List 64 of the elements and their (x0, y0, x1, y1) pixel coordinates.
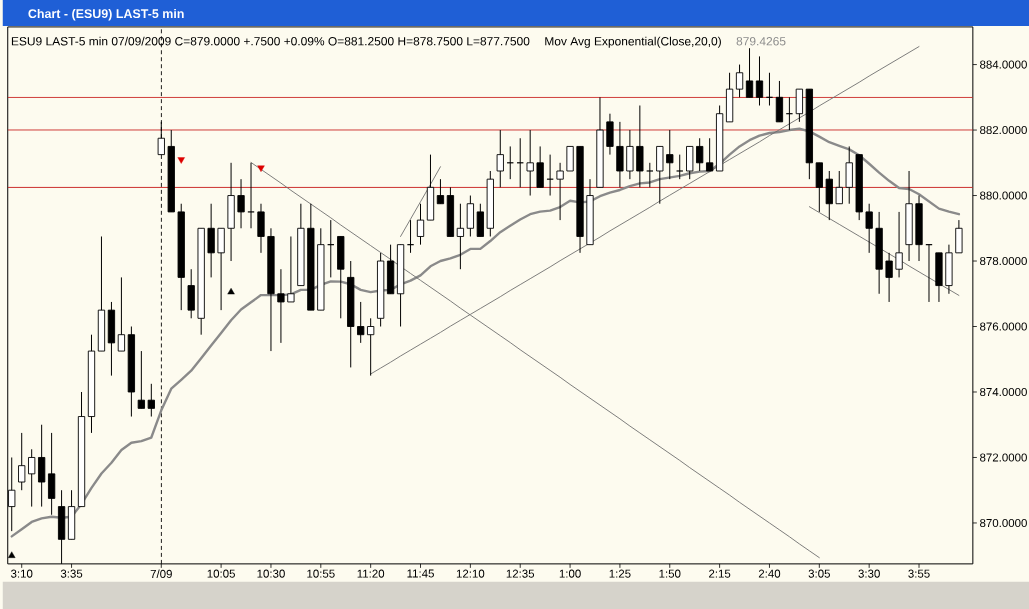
candlestick (835, 170, 843, 205)
x-tick-label: 11:45 (407, 569, 434, 578)
x-tick-label: 10:30 (257, 569, 285, 578)
candlestick (416, 203, 425, 245)
candlestick (456, 203, 465, 270)
candlestick (556, 162, 564, 221)
candlestick (895, 211, 903, 278)
candlestick (706, 137, 714, 172)
candlestick (137, 350, 145, 409)
x-tick-label: 2:15 (709, 569, 731, 578)
candlestick (696, 137, 704, 172)
candlestick (496, 129, 504, 188)
y-tick-label: 884.0000 (980, 60, 1027, 69)
point (257, 165, 265, 172)
point (227, 287, 235, 295)
x-tick-label: 3:05 (808, 569, 830, 578)
candlestick (18, 432, 26, 491)
candlestick (885, 252, 893, 303)
candlestick (436, 178, 445, 205)
candlestick (526, 129, 534, 196)
x-tick-label: 3:10 (10, 569, 33, 578)
x-tick-label: 1:50 (659, 569, 681, 578)
annotation: 879.4265 (736, 36, 786, 46)
candlestick (28, 448, 36, 507)
y-tick-label: 882.0000 (980, 125, 1027, 134)
x-tick-label: 12:35 (506, 569, 535, 578)
candlestick (646, 162, 654, 188)
x-tick-label: 3:35 (60, 569, 83, 578)
candlestick (237, 178, 245, 229)
x-tick-label: 12:10 (456, 569, 485, 578)
x-tick-label: 10:55 (307, 569, 335, 578)
x-tick-label: 7/09 (150, 569, 172, 578)
x-tick-label: 3:30 (858, 569, 880, 578)
x-tick-label: 2:40 (758, 569, 781, 578)
x-tick-label: 10:05 (207, 569, 235, 578)
candlestick (865, 203, 873, 254)
candlestick (247, 162, 255, 229)
y-tick-label: 880.0000 (980, 191, 1027, 200)
candlestick (735, 63, 744, 98)
point (177, 157, 185, 164)
y-tick-label: 878.0000 (980, 256, 1027, 265)
x-tick-label: 1:25 (609, 569, 631, 578)
candlestick (367, 317, 375, 376)
text: Mov Avg Exponential(Close,20,0) (545, 36, 721, 48)
text: ESU9 LAST-5 min 07/09/2009 C=879.0000 +.7500 +0.09% O=881.2500 H=878.7500 L=877.7500 (11, 36, 530, 46)
candlestick (745, 47, 754, 98)
line-series (400, 166, 441, 237)
x-tick-label: 1:00 (559, 569, 581, 578)
candlestick (675, 153, 684, 180)
candlestick (287, 235, 295, 303)
candlestick (147, 383, 155, 417)
x-tick-label: 3:55 (908, 569, 930, 578)
candlestick (755, 55, 764, 106)
candlestick (277, 268, 285, 344)
candlestick (666, 129, 674, 180)
y-tick-label: 870.0000 (980, 518, 1027, 527)
point (8, 551, 16, 558)
candlestick (117, 276, 126, 352)
chart-title: Chart - (ESU9) LAST-5 min (28, 8, 184, 21)
y-tick-label: 876.0000 (980, 322, 1027, 331)
candlestick (357, 301, 365, 344)
y-tick-label: 874.0000 (980, 387, 1027, 396)
x-tick-label: 11:20 (357, 569, 385, 578)
y-tick-label: 872.0000 (980, 453, 1027, 462)
